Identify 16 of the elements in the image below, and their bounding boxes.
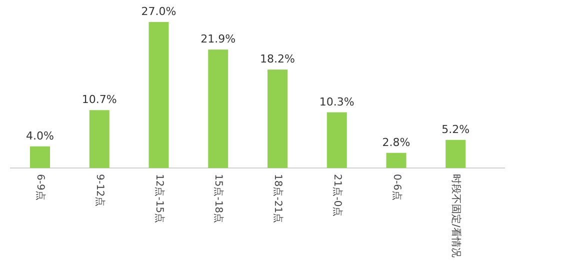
data-label: 10.7% [82,93,117,106]
data-label: 27.0% [141,5,176,18]
data-label: 10.3% [319,95,354,108]
x-tick-label: 21点-0点 [331,174,344,217]
x-tick-label: 9-12点 [94,174,106,207]
x-tick-label: 15点-18点 [212,174,225,224]
data-label: 2.8% [382,136,410,149]
data-label: 21.9% [200,32,236,46]
data-label: 18.2% [260,52,295,66]
data-label: 5.2% [442,122,470,136]
x-tick-label: 12点-15点 [153,174,166,224]
x-tick-label: 0-6点 [390,174,403,200]
x-tick-label: 时段不固定/看情况 [450,174,462,258]
x-tick-label: 18点-21点 [272,174,284,224]
data-label: 4.0% [26,129,54,142]
x-tick-label: 6-9点 [34,174,46,200]
